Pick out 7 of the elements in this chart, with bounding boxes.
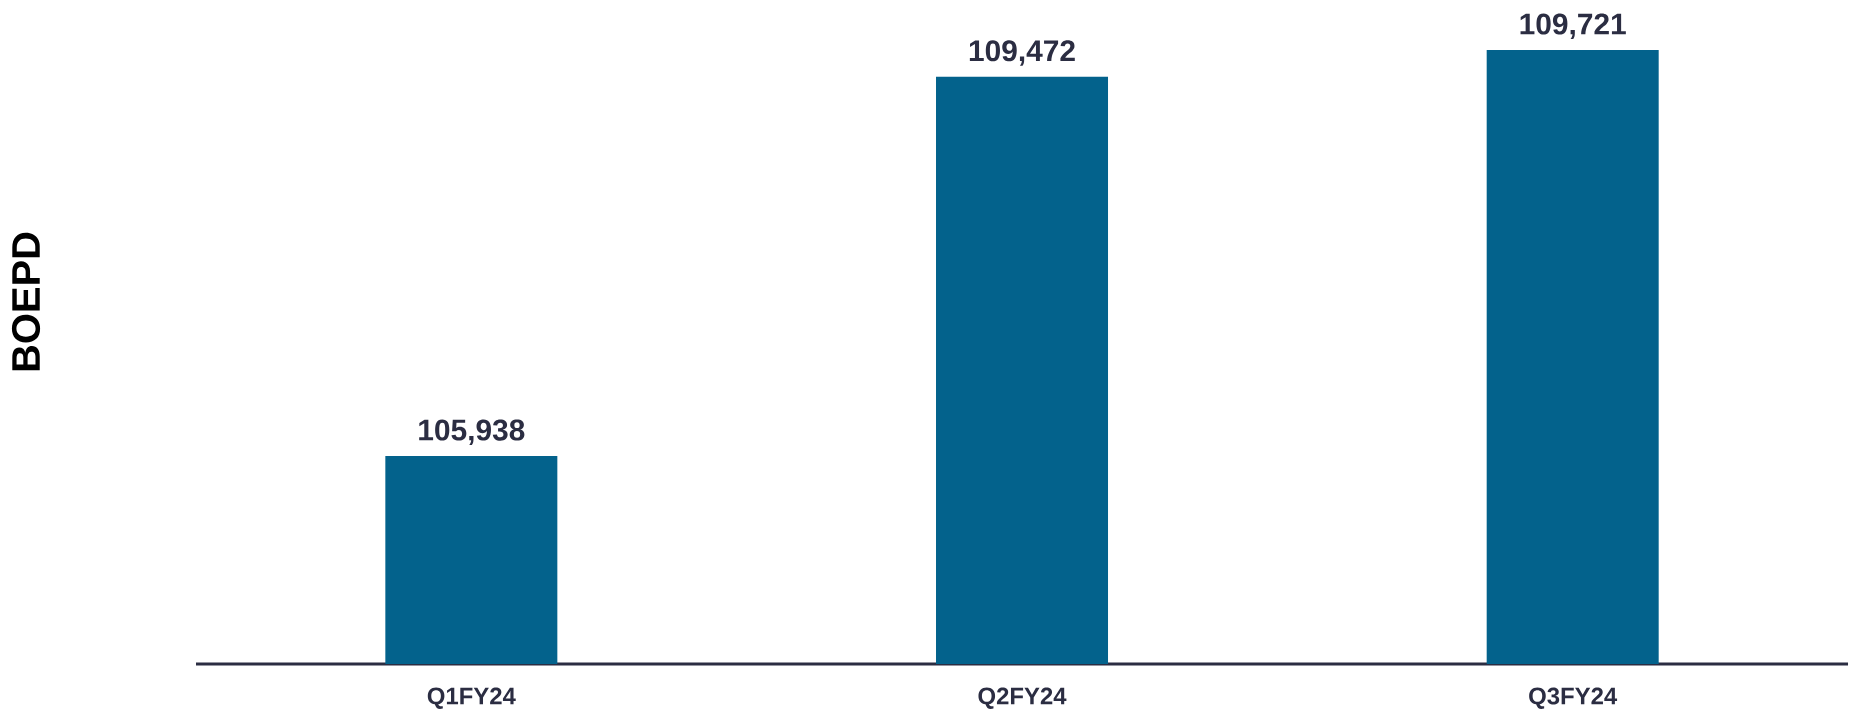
x-tick-label: Q2FY24 [978,687,1067,709]
x-tick-label: Q3FY24 [1529,687,1618,709]
data-label: 105,938 [419,419,525,445]
data-label: 109,472 [969,40,1075,66]
x-tick-label: Q1FY24 [427,687,516,709]
data-label: 109,721 [1520,13,1626,39]
y-axis-title: BOEPD [11,232,41,371]
